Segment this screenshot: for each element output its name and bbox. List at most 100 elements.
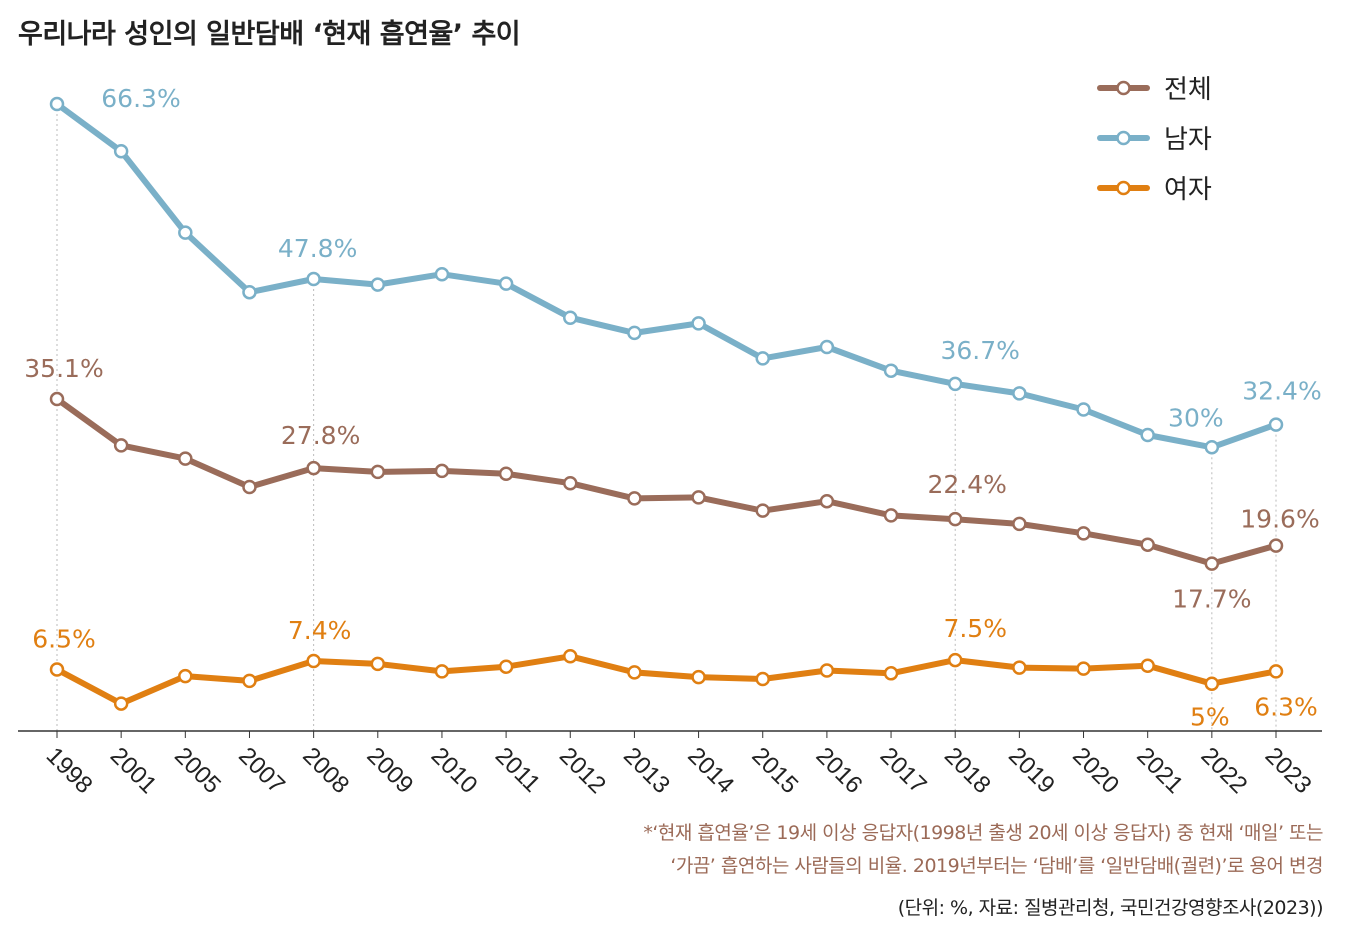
- data-point-total-2013: [627, 491, 642, 506]
- x-tick-label-2011: 2011: [490, 742, 546, 798]
- data-point-total-2012: [563, 475, 578, 491]
- data-point-male-2008: [306, 271, 321, 287]
- data-point-male-2018: [947, 376, 963, 392]
- data-point-male-2013: [627, 325, 642, 341]
- data-label-female-2023: 6.3%: [1254, 692, 1318, 721]
- x-tick-label-2019: 2019: [1003, 742, 1060, 799]
- data-point-female-2001: [113, 696, 129, 711]
- footnote-line-1: *‘현재 흡연율’은 19세 이상 응답자(1998년 출생 20세 이상 응답…: [643, 822, 1323, 844]
- data-label-female-2018: 7.5%: [943, 614, 1007, 643]
- legend-marker-female: [1116, 180, 1131, 196]
- x-tick-label-2008: 2008: [297, 742, 354, 799]
- data-label-male-1998: 66.3%: [101, 84, 180, 113]
- data-label-total-2018: 22.4%: [927, 470, 1006, 499]
- data-point-total-2019: [1012, 516, 1027, 532]
- data-point-total-2018: [947, 511, 963, 527]
- chart-title: 우리나라 성인의 일반담배 ‘현재 흡연율’ 추이: [18, 19, 521, 50]
- source-note: (단위: %, 자료: 질병관리청, 국민건강영향조사(2023)): [897, 897, 1324, 919]
- data-point-male-2021: [1140, 427, 1155, 443]
- data-labels: 66.3% 47.8% 36.7% 30% 32.4% 35.1% 27.8% 22.4% 17…: [24, 84, 1321, 732]
- data-point-female-2011: [498, 659, 514, 674]
- data-point-male-2012: [563, 310, 578, 325]
- data-point-total-2008: [306, 460, 321, 476]
- data-point-female-2008: [306, 653, 321, 669]
- data-point-total-1998: [49, 391, 65, 407]
- data-point-total-2017: [883, 508, 899, 523]
- data-point-male-2014: [691, 316, 706, 331]
- data-point-female-2012: [563, 649, 578, 664]
- x-tick-label-2001: 2001: [105, 742, 162, 799]
- x-tick-label-2021: 2021: [1131, 742, 1188, 799]
- data-label-female-2022: 5%: [1190, 703, 1230, 732]
- data-point-total-2011: [498, 466, 514, 482]
- series-lines: [54, 101, 1279, 707]
- data-point-female-2023: [1268, 664, 1284, 679]
- legend-marker-total: [1116, 80, 1131, 96]
- data-label-total-2008: 27.8%: [281, 421, 360, 450]
- data-point-male-2020: [1076, 402, 1091, 417]
- data-point-total-2023: [1268, 538, 1284, 553]
- x-tick-label-1998: 1998: [41, 742, 98, 799]
- data-points: [49, 96, 1284, 711]
- data-point-male-2015: [755, 351, 770, 366]
- guide-lines: [56, 104, 1277, 731]
- data-label-total-2022: 17.7%: [1172, 585, 1251, 614]
- data-point-male-2010: [434, 266, 450, 282]
- data-label-female-2008: 7.4%: [288, 616, 352, 645]
- x-tick-label-2010: 2010: [426, 742, 483, 799]
- data-point-total-2021: [1140, 537, 1155, 552]
- data-point-female-2009: [370, 656, 386, 672]
- series-line-female: [54, 653, 1279, 707]
- data-label-total-1998: 35.1%: [24, 354, 103, 383]
- x-tick-label-2020: 2020: [1067, 742, 1124, 799]
- data-point-female-2005: [178, 668, 193, 684]
- data-point-female-2019: [1012, 660, 1027, 675]
- data-point-female-2017: [883, 666, 899, 681]
- legend-label-total: 전체: [1164, 75, 1212, 105]
- data-point-male-2022: [1204, 440, 1220, 455]
- data-point-female-2014: [691, 669, 706, 685]
- data-label-male-2023: 32.4%: [1242, 377, 1321, 406]
- data-point-female-2020: [1076, 661, 1091, 676]
- x-axis: 1998 2001 2005 2007 2008 2009 2010 2011 2012 2013…: [18, 730, 1322, 799]
- x-tick-label-2022: 2022: [1196, 742, 1253, 799]
- x-tick-label-2015: 2015: [746, 742, 803, 799]
- footnote-line-2: ‘가끔’ 흡연하는 사람들의 비율. 2019년부터는 ‘담배’를 ‘일반담배(…: [670, 855, 1323, 877]
- data-point-total-2010: [434, 463, 450, 479]
- data-point-male-2019: [1012, 386, 1027, 401]
- data-point-total-2009: [370, 464, 386, 480]
- data-point-male-1998: [49, 96, 65, 112]
- x-tick-label-2009: 2009: [362, 742, 419, 799]
- data-point-male-2023: [1268, 417, 1284, 432]
- data-point-female-1998: [49, 662, 65, 677]
- data-point-female-2010: [434, 664, 450, 679]
- data-point-male-2016: [819, 339, 835, 355]
- data-label-male-2008: 47.8%: [278, 234, 357, 263]
- x-tick-label-2013: 2013: [618, 742, 675, 799]
- data-point-female-2015: [755, 671, 770, 687]
- data-point-total-2014: [691, 490, 706, 505]
- data-label-male-2022: 30%: [1168, 403, 1224, 432]
- series-line-male: [54, 101, 1279, 451]
- data-point-total-2015: [755, 503, 770, 518]
- x-tick-label-2023: 2023: [1260, 742, 1317, 799]
- data-point-female-2013: [627, 665, 642, 680]
- x-tick-label-2005: 2005: [169, 742, 226, 799]
- legend-marker-male: [1116, 130, 1131, 146]
- data-point-total-2001: [113, 438, 129, 453]
- x-tick-label-2016: 2016: [811, 742, 868, 799]
- x-tick-label-2012: 2012: [554, 742, 611, 799]
- data-point-male-2001: [113, 144, 129, 159]
- x-tick-label-2018: 2018: [939, 742, 996, 799]
- data-point-male-2011: [498, 276, 514, 291]
- data-point-total-2022: [1204, 556, 1220, 571]
- data-point-female-2021: [1140, 658, 1155, 673]
- data-point-total-2005: [178, 451, 193, 466]
- data-point-female-2016: [819, 663, 835, 678]
- series-line-total: [54, 396, 1279, 567]
- data-label-male-2018: 36.7%: [940, 336, 1019, 365]
- data-point-total-2007: [242, 479, 257, 495]
- data-point-male-2017: [883, 363, 899, 378]
- data-point-male-2005: [178, 225, 193, 240]
